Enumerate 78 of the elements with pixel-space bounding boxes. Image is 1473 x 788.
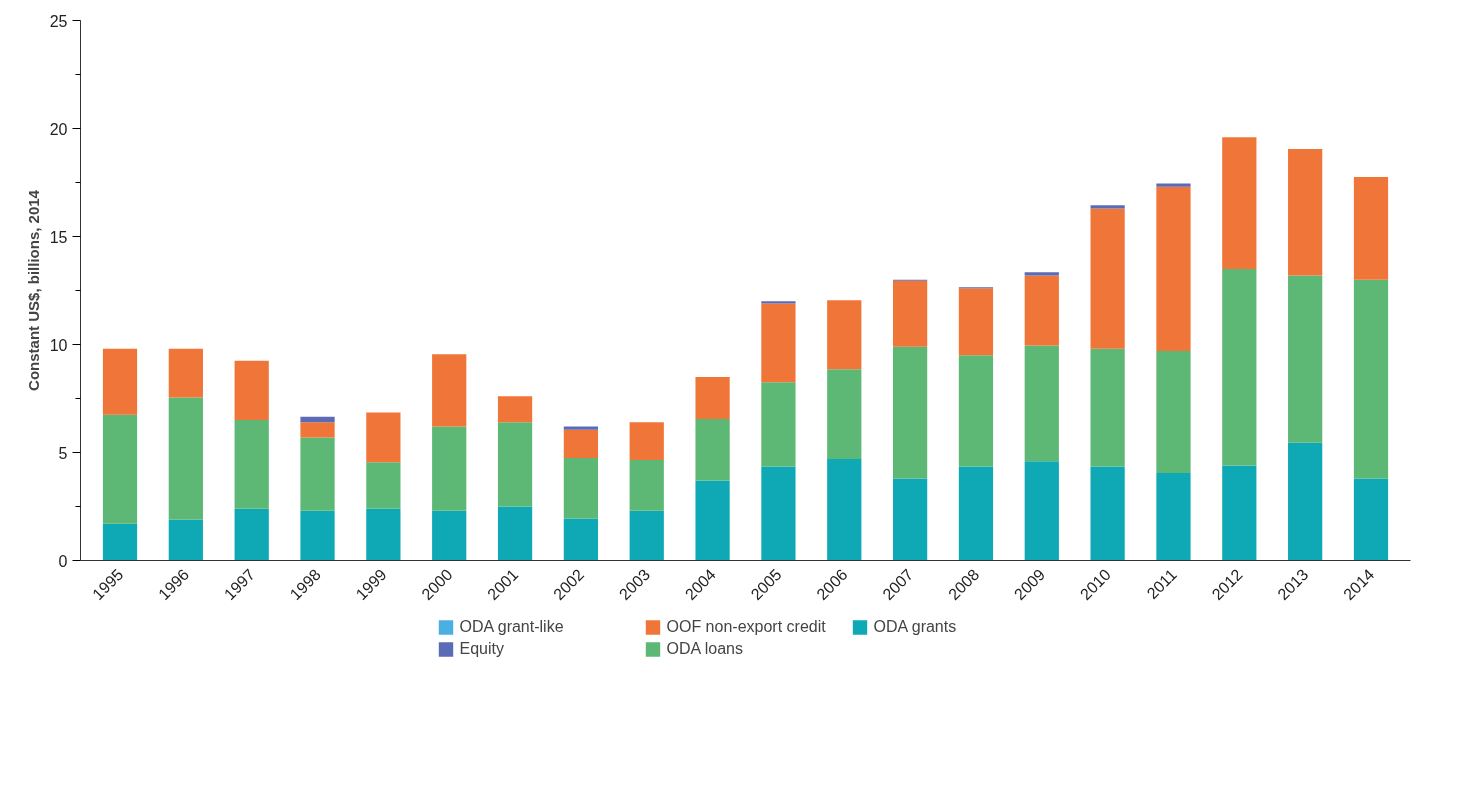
bar xyxy=(1222,137,1257,269)
bar xyxy=(497,396,533,423)
legend-label: Equity xyxy=(459,640,505,658)
bar xyxy=(300,437,335,511)
bar xyxy=(234,508,269,561)
bar xyxy=(366,412,401,463)
bar xyxy=(563,429,599,458)
bar xyxy=(827,300,862,370)
bar xyxy=(1156,350,1191,474)
bar xyxy=(629,422,664,461)
legend-label: ODA grants xyxy=(873,618,958,636)
bar xyxy=(1090,208,1125,349)
bar xyxy=(300,422,335,438)
bar xyxy=(1024,461,1059,561)
bar xyxy=(761,466,796,561)
y-tick-label: 25 xyxy=(49,12,68,30)
bar xyxy=(563,426,599,430)
bar xyxy=(497,422,533,507)
bar xyxy=(892,478,928,561)
bar xyxy=(1288,275,1323,443)
bar xyxy=(1156,473,1191,561)
bar xyxy=(168,519,203,561)
bar xyxy=(168,348,203,398)
bar xyxy=(1156,183,1191,187)
legend-label: ODA grant-like xyxy=(459,618,565,636)
bar xyxy=(892,280,928,347)
bar xyxy=(958,355,994,467)
bar xyxy=(695,480,730,561)
bar xyxy=(432,510,467,561)
bar xyxy=(1024,272,1059,276)
bar xyxy=(102,523,138,561)
bar xyxy=(366,508,401,561)
bar xyxy=(432,426,467,511)
legend-label: OOF non-export credit xyxy=(666,618,827,636)
bar xyxy=(1090,205,1125,209)
bar xyxy=(1090,348,1125,467)
bar xyxy=(234,420,269,509)
bar xyxy=(1288,149,1323,276)
bar xyxy=(102,414,138,524)
bar xyxy=(1353,478,1389,561)
bar xyxy=(1024,345,1059,462)
bar xyxy=(1222,465,1257,561)
bar xyxy=(497,506,533,561)
y-tick-label: 5 xyxy=(58,444,68,462)
bar xyxy=(958,288,994,356)
bar xyxy=(168,397,203,520)
bar xyxy=(1353,279,1389,479)
y-tick-label: 10 xyxy=(49,336,68,354)
bar xyxy=(761,301,796,304)
bar xyxy=(102,348,138,415)
bar xyxy=(563,457,599,519)
bar xyxy=(432,354,467,427)
bar xyxy=(1353,177,1389,280)
bar xyxy=(300,510,335,561)
bar xyxy=(695,376,730,420)
bar xyxy=(1156,186,1191,351)
bar xyxy=(366,462,401,509)
bar xyxy=(1090,466,1125,561)
bar xyxy=(300,416,335,423)
bar xyxy=(827,369,862,459)
bar xyxy=(1222,268,1257,466)
y-tick-label: 0 xyxy=(58,552,68,570)
bar xyxy=(695,419,730,481)
y-tick-label: 15 xyxy=(49,228,68,246)
legend-label: ODA loans xyxy=(666,640,744,658)
bar xyxy=(892,346,928,479)
y-axis-title: Constant US$, billions, 2014 xyxy=(24,189,42,391)
bar xyxy=(761,303,796,383)
bar xyxy=(1024,275,1059,346)
bar xyxy=(958,466,994,561)
y-tick-label: 20 xyxy=(49,120,68,138)
bar xyxy=(234,360,269,421)
bar xyxy=(761,382,796,467)
bar xyxy=(629,510,664,561)
bar xyxy=(563,518,599,561)
bar xyxy=(827,458,862,561)
bar xyxy=(1288,442,1323,561)
bar xyxy=(629,460,664,511)
